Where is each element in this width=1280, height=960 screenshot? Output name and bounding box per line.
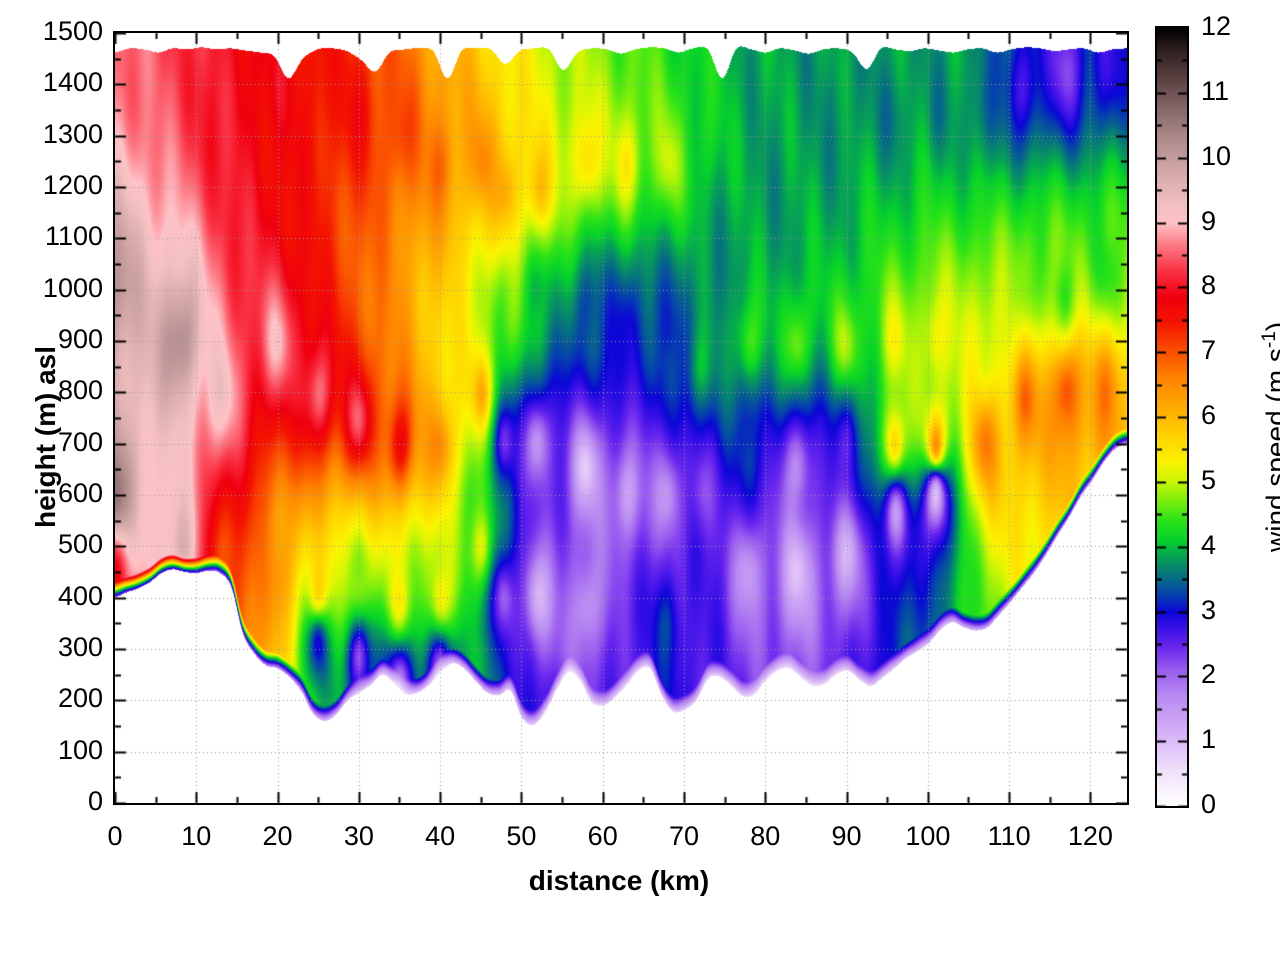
x-tick-label: 0	[107, 821, 123, 851]
y-tick-label: 1200	[42, 170, 103, 200]
y-tick-label: 1000	[42, 272, 103, 303]
x-tick-label: 110	[987, 821, 1031, 851]
colorbar-tick-label: 4	[1201, 529, 1217, 560]
colorbar-tick-label: 2	[1201, 659, 1217, 690]
plot-frame-border	[113, 31, 1129, 805]
y-tick-label: 1500	[42, 16, 103, 46]
y-tick-label: 200	[57, 683, 103, 714]
colorbar-title-exponent: -1	[1259, 331, 1280, 349]
x-tick-label: 60	[587, 821, 618, 851]
y-tick-label: 100	[57, 734, 103, 765]
x-axis-title: distance (km)	[528, 865, 710, 896]
colorbar-tick-label: 3	[1201, 594, 1217, 625]
colorbar-tick-label: 12	[1201, 11, 1232, 41]
y-tick-label: 1100	[44, 221, 103, 252]
colorbar-tick-label: 11	[1201, 75, 1230, 106]
x-tick-label: 70	[668, 821, 700, 851]
x-tick-label: 90	[831, 821, 862, 851]
y-tick-label: 900	[57, 324, 103, 354]
colorbar-tick-label: 1	[1201, 724, 1217, 755]
colorbar-tick-label: 9	[1201, 205, 1217, 236]
x-tick-label: 20	[262, 821, 293, 851]
colorbar-tick-label: 6	[1201, 400, 1217, 430]
x-tick-label: 50	[506, 821, 537, 851]
y-tick-label: 800	[57, 375, 103, 406]
x-tick-label: 80	[750, 821, 781, 851]
colorbar-title: wind speed (m s-1)	[1259, 322, 1280, 552]
x-tick-label: 40	[425, 821, 456, 851]
y-tick-label: 400	[57, 580, 103, 611]
y-tick-label: 700	[57, 426, 103, 457]
colorbar-title-tail: )	[1260, 322, 1280, 331]
colorbar-tick-label: 7	[1201, 335, 1217, 366]
colorbar-tick-label: 8	[1201, 270, 1217, 301]
colorbar-tick-label: 5	[1201, 464, 1217, 495]
y-tick-label: 600	[57, 478, 103, 508]
y-tick-label: 300	[57, 632, 103, 662]
y-tick-label: 1300	[42, 118, 103, 149]
x-tick-label: 10	[181, 821, 212, 851]
colorbar-title-main: wind speed (m s	[1260, 348, 1280, 552]
x-tick-label: 30	[343, 821, 374, 851]
x-tick-label: 120	[1067, 821, 1113, 851]
colorbar-tick-label: 0	[1201, 789, 1217, 819]
y-tick-label: 1400	[42, 67, 103, 98]
y-tick-label: 500	[57, 529, 103, 560]
colorbar-tick-label: 10	[1201, 140, 1232, 171]
colorbar-frame-border	[1155, 26, 1189, 808]
x-tick-label: 100	[905, 821, 951, 851]
y-tick-label: 0	[87, 786, 103, 816]
